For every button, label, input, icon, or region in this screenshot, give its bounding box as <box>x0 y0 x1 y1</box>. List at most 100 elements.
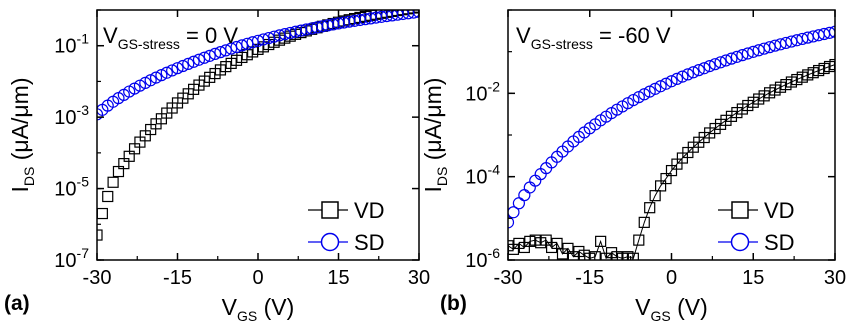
x-axis-label: VGS (V) <box>635 294 708 322</box>
data-point <box>714 56 727 69</box>
data-point <box>149 71 163 84</box>
y-tick-label: 10-6 <box>465 245 500 272</box>
x-tick-label: -15 <box>575 267 604 289</box>
data-point <box>633 234 645 246</box>
data-point <box>97 207 108 220</box>
x-tick-label: 30 <box>408 267 430 289</box>
series-vd <box>508 58 835 260</box>
data-point <box>192 53 206 66</box>
stress-annotation: VGS-stress = -60 V <box>516 23 671 52</box>
data-point <box>512 197 526 210</box>
series-sd <box>97 10 419 121</box>
data-point <box>182 57 195 70</box>
x-axis-label: VGS (V) <box>222 294 295 322</box>
legend-marker <box>321 201 339 219</box>
legend-marker <box>320 232 340 252</box>
legend-label: VD <box>354 198 385 223</box>
data-point <box>97 229 103 241</box>
x-tick-label: -15 <box>163 267 192 289</box>
y-tick-label: 10-5 <box>54 174 89 201</box>
data-point <box>730 50 744 63</box>
data-point <box>97 108 104 121</box>
data-point <box>219 44 232 57</box>
data-point <box>102 190 114 203</box>
data-point <box>208 47 222 60</box>
y-tick-label: 10-3 <box>54 102 89 129</box>
panel-label: (a) <box>4 292 30 315</box>
data-point <box>203 49 216 62</box>
data-point <box>638 88 651 101</box>
data-point <box>214 46 227 59</box>
legend-label: SD <box>764 230 795 255</box>
data-point <box>654 80 667 93</box>
legend-marker <box>731 201 749 219</box>
data-point <box>741 47 754 60</box>
data-point <box>719 54 733 67</box>
data-point <box>622 251 634 260</box>
data-point <box>676 70 689 83</box>
data-point <box>230 40 243 54</box>
data-point <box>166 64 179 77</box>
data-point <box>644 202 656 214</box>
x-tick-label: 30 <box>824 267 846 289</box>
x-tick-label: 0 <box>666 267 677 289</box>
legend: VD SD <box>308 198 385 255</box>
x-tick-label: 15 <box>742 267 764 289</box>
data-point <box>763 41 776 54</box>
data-point <box>155 69 168 82</box>
data-point <box>698 62 711 75</box>
data-point <box>407 10 419 19</box>
data-point <box>611 251 623 260</box>
y-tick-label: 10-4 <box>465 162 500 189</box>
data-point <box>747 45 760 58</box>
data-point <box>508 206 520 219</box>
data-point <box>665 75 678 88</box>
data-point <box>703 60 716 73</box>
data-point <box>107 176 119 188</box>
data-point <box>627 252 639 260</box>
data-point <box>758 42 771 55</box>
data-point <box>198 51 211 64</box>
data-point <box>523 181 536 194</box>
data-point <box>160 66 173 79</box>
data-point <box>692 64 705 77</box>
data-point <box>508 216 515 229</box>
x-tick-label: -30 <box>494 267 523 289</box>
data-point <box>708 58 722 71</box>
data-point <box>659 77 673 90</box>
x-tick-label: -30 <box>83 267 112 289</box>
data-point <box>687 66 700 79</box>
legend-label: SD <box>354 230 385 255</box>
y-tick-label: 10-7 <box>54 245 89 272</box>
chart-panel-a: -30 -15 0 15 30 10-7 10-5 10-3 10-1 VGS (V) IDS (μ… <box>4 9 430 322</box>
data-point <box>823 26 835 39</box>
data-point <box>508 240 514 252</box>
data-point <box>725 52 738 65</box>
data-point <box>752 44 765 57</box>
data-point <box>670 72 684 86</box>
data-point <box>736 49 749 62</box>
data-point <box>681 68 694 81</box>
panel-label: (b) <box>440 292 467 315</box>
legend-label: VD <box>764 198 795 223</box>
data-point <box>518 189 531 202</box>
y-tick-label: 10-2 <box>465 78 500 105</box>
data-point <box>595 235 607 247</box>
data-point <box>638 216 650 228</box>
x-tick-label: 0 <box>252 267 263 289</box>
data-point <box>225 42 238 55</box>
data-point <box>187 55 200 68</box>
data-point <box>643 85 656 98</box>
data-point <box>649 82 662 95</box>
stress-annotation: VGS-stress = 0 V <box>103 23 238 52</box>
legend-marker <box>730 232 750 252</box>
data-point <box>171 62 184 75</box>
x-tick-label: 15 <box>327 267 349 289</box>
data-point <box>828 25 835 38</box>
chart-panel-b: -30 -15 0 15 30 10-6 10-4 10-2 VGS (V) IDS (μA/μm… <box>420 9 846 322</box>
y-tick-label: 10-1 <box>54 31 89 58</box>
series-sd <box>508 25 835 229</box>
data-point <box>829 58 835 71</box>
y-axis-label: IDS (μA/μm) <box>7 78 37 193</box>
